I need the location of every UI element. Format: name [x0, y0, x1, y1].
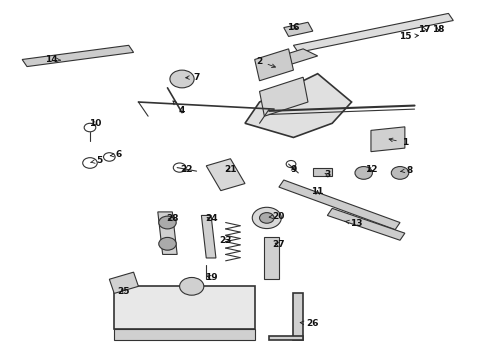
Text: 27: 27 — [272, 240, 285, 249]
Text: 2: 2 — [256, 57, 275, 68]
Polygon shape — [279, 180, 400, 230]
Polygon shape — [294, 293, 303, 339]
Polygon shape — [109, 272, 138, 293]
Circle shape — [170, 70, 194, 88]
Polygon shape — [260, 77, 308, 116]
Circle shape — [355, 167, 372, 179]
Text: 6: 6 — [110, 150, 122, 159]
Polygon shape — [255, 49, 294, 81]
Text: 9: 9 — [290, 165, 296, 174]
Text: 18: 18 — [433, 25, 445, 34]
Polygon shape — [22, 45, 134, 67]
Text: 19: 19 — [205, 273, 218, 282]
Polygon shape — [206, 159, 245, 191]
Text: 12: 12 — [365, 165, 377, 174]
Text: 17: 17 — [418, 25, 431, 34]
Circle shape — [159, 216, 176, 229]
Text: 25: 25 — [118, 287, 130, 296]
Polygon shape — [201, 215, 216, 258]
Polygon shape — [269, 49, 318, 67]
Text: 11: 11 — [312, 187, 324, 196]
Text: 13: 13 — [344, 219, 363, 228]
Polygon shape — [114, 286, 255, 329]
Text: 3: 3 — [324, 170, 330, 179]
Circle shape — [392, 167, 409, 179]
Text: 22: 22 — [181, 165, 193, 174]
Text: 23: 23 — [220, 237, 232, 246]
Text: 7: 7 — [186, 73, 200, 82]
Polygon shape — [284, 22, 313, 36]
Text: 14: 14 — [45, 55, 60, 64]
Text: 24: 24 — [205, 215, 218, 224]
Circle shape — [180, 278, 204, 295]
Text: 21: 21 — [224, 165, 237, 174]
Circle shape — [260, 213, 274, 223]
Text: 5: 5 — [91, 156, 103, 165]
Polygon shape — [327, 208, 405, 240]
Text: 1: 1 — [389, 138, 408, 147]
Text: 26: 26 — [300, 319, 319, 328]
Polygon shape — [294, 13, 453, 53]
Circle shape — [252, 207, 281, 229]
Polygon shape — [114, 329, 255, 339]
Text: 10: 10 — [89, 119, 101, 128]
Text: 4: 4 — [173, 101, 185, 116]
Text: 15: 15 — [399, 32, 418, 41]
Polygon shape — [245, 74, 352, 138]
Text: 28: 28 — [166, 215, 178, 224]
Text: 8: 8 — [401, 166, 413, 175]
Polygon shape — [313, 168, 332, 176]
Text: 16: 16 — [287, 23, 300, 32]
Polygon shape — [269, 336, 303, 339]
Polygon shape — [158, 212, 177, 255]
Polygon shape — [265, 237, 279, 279]
Text: 20: 20 — [269, 212, 285, 221]
Polygon shape — [371, 127, 405, 152]
Circle shape — [159, 238, 176, 250]
